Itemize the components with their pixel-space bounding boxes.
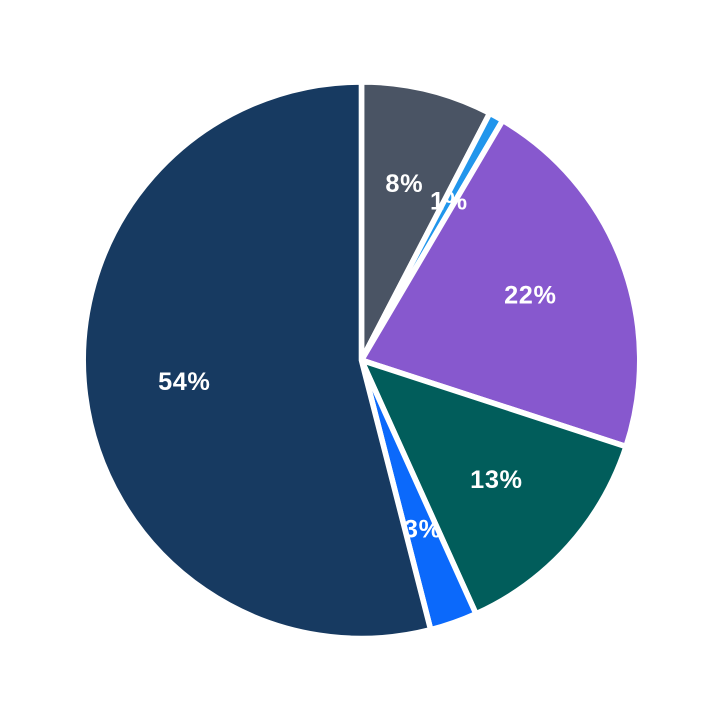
svg-text:1%: 1% bbox=[430, 187, 468, 215]
svg-text:8%: 8% bbox=[385, 170, 423, 198]
svg-text:3%: 3% bbox=[404, 516, 442, 544]
svg-text:54%: 54% bbox=[158, 368, 210, 396]
svg-text:22%: 22% bbox=[504, 282, 556, 310]
svg-text:13%: 13% bbox=[470, 466, 522, 494]
